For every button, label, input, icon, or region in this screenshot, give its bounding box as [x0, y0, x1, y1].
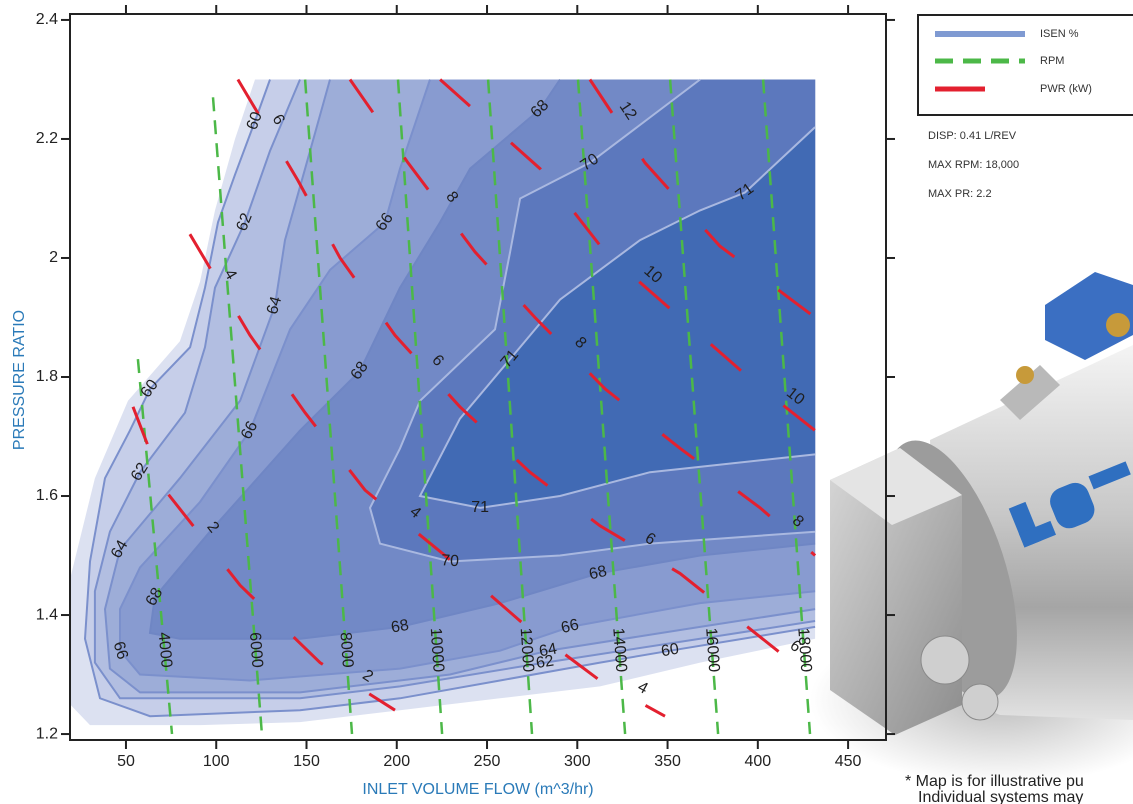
isen-label: 64: [264, 295, 285, 317]
photo-gland: [961, 683, 999, 721]
isen-label: 71: [471, 499, 489, 516]
isen-label: 66: [238, 419, 261, 443]
photo-block: [1045, 272, 1133, 360]
legend-label: RPM: [1040, 55, 1064, 67]
y-tick-label: 2.4: [36, 11, 58, 28]
rpm-line: [303, 79, 354, 735]
isen-label: 66: [559, 616, 580, 637]
rpm-label: 10000: [427, 627, 447, 673]
footnote: Individual systems may: [918, 789, 1083, 804]
x-tick-label: 300: [564, 753, 591, 770]
isen-outline: [93, 79, 816, 700]
pwr-line: [131, 406, 396, 712]
y-tick-label: 2.2: [36, 130, 58, 147]
footnote: * Map is for illustrative pu: [905, 773, 1084, 790]
photo-fitting: [1016, 366, 1034, 384]
y-tick-label: 1.4: [36, 606, 58, 623]
rpm-line: [396, 79, 444, 735]
isen-label: 62: [233, 211, 255, 234]
x-tick-label: 200: [383, 753, 410, 770]
photo-fitting: [1000, 365, 1060, 420]
x-axis-title: INLET VOLUME FLOW (m^3/hr): [362, 781, 593, 798]
y-axis-title: PRESSURE RATIO: [11, 310, 28, 450]
photo-gland: [920, 635, 970, 685]
pwr-label: 4: [635, 679, 651, 698]
isen-label: 68: [390, 617, 411, 637]
isen-outline: [83, 79, 816, 718]
photo-box-top: [830, 448, 962, 525]
isen-label: 60: [244, 110, 266, 133]
pwr-line: [188, 233, 666, 718]
x-tick-label: 450: [835, 753, 862, 770]
x-tick-label: 250: [474, 753, 501, 770]
isen-outline: [103, 79, 816, 694]
isen-label: 64: [538, 640, 559, 660]
isen-label: 64: [108, 537, 132, 561]
plot-area: 6060606262626464646666666668686868687070…: [36, 5, 895, 770]
annotation: DISP: 0.41 L/REV: [928, 130, 1017, 142]
isen-outline: [418, 126, 816, 509]
isen-outline: [368, 78, 816, 563]
isen-outline: [148, 78, 816, 640]
isen-label: 60: [660, 641, 680, 661]
x-tick-label: 50: [117, 753, 135, 770]
annotation: MAX PR: 2.2: [928, 188, 992, 200]
y-tick-label: 2: [49, 249, 58, 266]
rpm-label: 4000: [155, 631, 175, 668]
isen-label: 62: [128, 460, 152, 484]
isen-label: 68: [587, 563, 608, 584]
legend: ISEN % RPM PWR (kW): [917, 14, 1133, 116]
isen-label: 62: [535, 653, 555, 673]
legend-label: ISEN %: [1040, 28, 1079, 40]
isen-label: 70: [441, 552, 460, 570]
rpm-label: 12000: [517, 627, 537, 673]
product-photo: [810, 272, 1133, 785]
pwr-line: [439, 78, 817, 432]
x-tick-label: 400: [744, 753, 771, 770]
rpm-label: 18000: [794, 627, 814, 673]
rpm-label: 14000: [609, 627, 629, 673]
rpm-line: [136, 358, 174, 735]
rpm-line: [668, 79, 720, 735]
rpm-label: 6000: [246, 632, 266, 669]
photo-logo: [1008, 461, 1131, 548]
rpm-line: [486, 79, 534, 735]
rpm-line: [576, 79, 627, 735]
x-tick-label: 150: [293, 753, 320, 770]
x-tick-label: 350: [654, 753, 681, 770]
rpm-line: [211, 97, 264, 735]
legend-box: [917, 14, 1133, 116]
legend-label: PWR (kW): [1040, 83, 1092, 95]
isen-label: 66: [109, 640, 131, 662]
x-tick-label: 100: [203, 753, 230, 770]
isen-outline: [119, 79, 816, 682]
pwr-line: [348, 78, 817, 557]
photo-fitting: [1106, 313, 1130, 337]
annotation: MAX RPM: 18,000: [928, 159, 1019, 171]
rpm-label: 8000: [337, 632, 357, 669]
isen-label: 68: [143, 585, 167, 609]
y-tick-label: 1.6: [36, 487, 58, 504]
isen-region: [420, 127, 816, 508]
y-tick-label: 1.8: [36, 368, 58, 385]
y-tick-label: 1.2: [36, 725, 58, 742]
rpm-label: 16000: [702, 627, 722, 673]
